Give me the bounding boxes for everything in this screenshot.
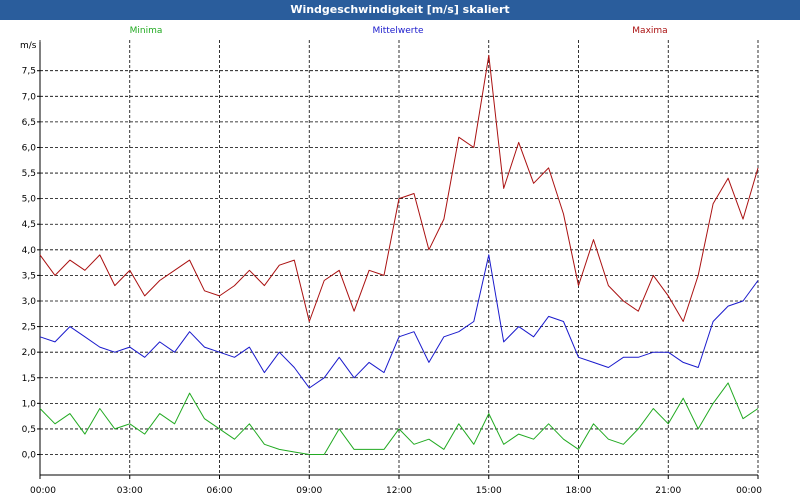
x-tick-time: 18:00 bbox=[566, 486, 592, 496]
legend: Minima Mittelwerte Maxima bbox=[130, 26, 668, 36]
x-tick-time: 15:00 bbox=[476, 486, 502, 496]
x-tick-time: 03:00 bbox=[117, 486, 143, 496]
y-tick-label: 3,5 bbox=[22, 271, 36, 281]
window-title: Windgeschwindigkeit [m/s] skaliert bbox=[0, 0, 800, 20]
legend-entry-mittelwerte: Mittelwerte bbox=[372, 26, 423, 36]
series-line-maxima bbox=[39, 54, 759, 322]
x-tick-time: 12:00 bbox=[386, 486, 412, 496]
y-tick-label: 6,5 bbox=[22, 118, 36, 128]
y-tick-label: 7,5 bbox=[22, 67, 36, 77]
y-tick-label: 5,0 bbox=[22, 195, 37, 205]
y-tick-label: 1,5 bbox=[22, 374, 36, 384]
x-tick-time: 00:00 bbox=[30, 486, 56, 496]
series-line-minima bbox=[39, 382, 759, 455]
y-tick-label: 5,5 bbox=[22, 169, 36, 179]
y-tick-label: 4,0 bbox=[22, 246, 37, 256]
x-tick-labels: 00:0011.04.1703:0011.04.1706:0011.04.170… bbox=[30, 475, 762, 496]
x-tick-time: 09:00 bbox=[296, 486, 322, 496]
y-tick-label: 4,5 bbox=[22, 220, 36, 230]
y-tick-label: 2,0 bbox=[22, 348, 37, 358]
y-tick-label: 3,0 bbox=[22, 297, 37, 307]
legend-entry-maxima: Maxima bbox=[632, 26, 667, 36]
x-tick-time: 00:00 bbox=[736, 486, 762, 496]
y-tick-label: 2,5 bbox=[22, 323, 36, 333]
x-tick-time: 21:00 bbox=[655, 486, 681, 496]
y-axis-unit-label: m/s bbox=[20, 41, 37, 51]
series-line-mittelwerte bbox=[39, 254, 759, 389]
y-tick-label: 6,0 bbox=[22, 143, 37, 153]
legend-entry-minima: Minima bbox=[130, 26, 163, 36]
y-tick-label: 1,0 bbox=[22, 399, 37, 409]
y-tick-label: 0,0 bbox=[22, 451, 37, 461]
x-tick-time: 06:00 bbox=[207, 486, 233, 496]
wind-speed-chart: 0,0 0,5 1,0 1,5 2,0 2,5 3,0 3,5 4,0 4,5 5,0 5,5 6,0 6… bbox=[20, 26, 762, 496]
series-lines bbox=[39, 54, 759, 455]
y-tick-label: 7,0 bbox=[22, 92, 37, 102]
y-tick-label: 0,5 bbox=[22, 425, 36, 435]
y-tick-labels: 0,0 0,5 1,0 1,5 2,0 2,5 3,0 3,5 4,0 4,5 5,0 5,5 6,0 6… bbox=[22, 67, 40, 461]
